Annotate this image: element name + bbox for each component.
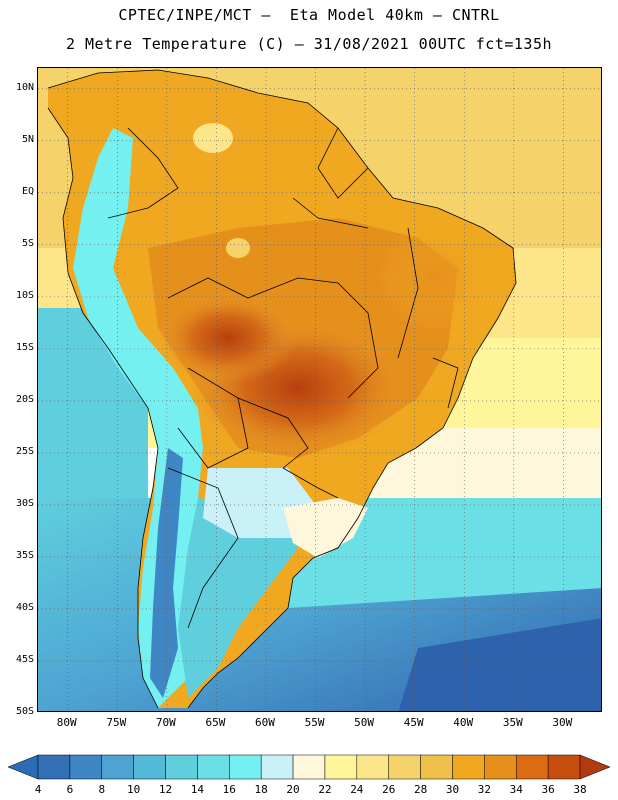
colorbar-tick-label: 28 (413, 783, 428, 796)
colorbar-segment (547, 754, 581, 780)
lat-tick-label: 30S (15, 497, 34, 509)
lat-tick-label: 15S (15, 341, 34, 353)
colorbar-high-arrow (579, 754, 610, 780)
lat-tick-label: 25S (15, 445, 34, 457)
colorbar-tick-label: 4 (34, 783, 42, 796)
pale-spot-amazon (226, 238, 250, 258)
colorbar-segment (292, 754, 326, 780)
colorbar (8, 754, 610, 780)
colorbar-tick-label: 14 (190, 783, 205, 796)
lon-tick-label: 65W (205, 716, 226, 729)
colorbar-segment (229, 754, 262, 780)
ocean-south-atlantic-band (288, 498, 601, 608)
country-borders (47, 69, 517, 709)
colorbar-segment (101, 754, 134, 780)
lat-tick-label: 5S (21, 237, 34, 249)
lon-tick-label: 60W (255, 716, 275, 729)
lon-tick-label: 30W (552, 716, 573, 729)
warm-core-northeast (378, 223, 488, 333)
lat-tick-label: EQ (21, 185, 34, 197)
temperature-map (37, 67, 602, 712)
colorbar-tick-label: 16 (222, 783, 236, 796)
colorbar-segment (69, 754, 103, 780)
colorbar-tick-label: 20 (286, 783, 300, 796)
colorbar-tick-label: 10 (127, 783, 141, 796)
colorbar-tick-label: 12 (158, 783, 173, 796)
lat-tick-label: 35S (15, 549, 34, 561)
colorbar-tick-label: 34 (509, 783, 523, 796)
lat-tick-label: 5N (21, 133, 34, 145)
hot-core-bolivia (158, 293, 298, 383)
lon-tick-label: 70W (155, 716, 176, 729)
lat-tick-label: 20S (15, 393, 34, 405)
lat-tick-label: 10N (15, 81, 34, 93)
lon-tick-label: 35W (502, 716, 523, 729)
map-canvas (38, 68, 601, 711)
colorbar-segment (420, 754, 453, 780)
pale-spot-guiana (193, 123, 233, 153)
chart-title-line-1: CPTEC/INPE/MCT – Eta Model 40km – CNTRL (118, 6, 500, 24)
colorbar-segment (484, 754, 517, 780)
lat-tick-label: 40S (15, 601, 34, 613)
lon-tick-label: 75W (106, 716, 127, 729)
colorbar-segment (388, 754, 421, 780)
colorbar-tick-label: 38 (573, 783, 587, 796)
colorbar-segment (515, 754, 549, 780)
lon-tick-label: 50W (354, 716, 375, 729)
lat-tick-label: 45S (15, 653, 34, 665)
colorbar-tick-label: 24 (350, 783, 364, 796)
colorbar-segment (133, 754, 166, 780)
patagonia-cool (178, 498, 298, 698)
lon-tick-label: 80W (56, 716, 77, 729)
lon-tick-label: 55W (304, 716, 325, 729)
colorbar-tick-label: 30 (445, 783, 460, 796)
colorbar-segment (165, 754, 198, 780)
lon-tick-label: 45W (403, 716, 424, 729)
lat-tick-label: 10S (15, 289, 34, 301)
lat-tick-label: 50S (15, 706, 34, 717)
colorbar-segment (324, 754, 358, 780)
uruguay-pale (283, 498, 368, 558)
andes-deep-cold (150, 448, 183, 698)
lon-tick-label: 40W (453, 716, 474, 729)
colorbar-low-arrow (8, 754, 39, 780)
ocean-deep-southeast (398, 618, 601, 711)
chart-title-line-2: 2 Metre Temperature (C) – 31/08/2021 00U… (65, 35, 553, 53)
colorbar-tick-label: 26 (382, 783, 396, 796)
colorbar-segment (260, 754, 294, 780)
colorbar-segment (452, 754, 485, 780)
colorbar-tick-label: 6 (66, 783, 74, 796)
colorbar-tick-label: 22 (318, 783, 332, 796)
colorbar-segment (197, 754, 230, 780)
colorbar-segment (37, 754, 71, 780)
colorbar-tick-label: 18 (254, 783, 268, 796)
colorbar-tick-label: 8 (98, 783, 106, 796)
colorbar-tick-label: 36 (541, 783, 555, 796)
colorbar-tick-label: 32 (477, 783, 491, 796)
colorbar-segment (356, 754, 389, 780)
